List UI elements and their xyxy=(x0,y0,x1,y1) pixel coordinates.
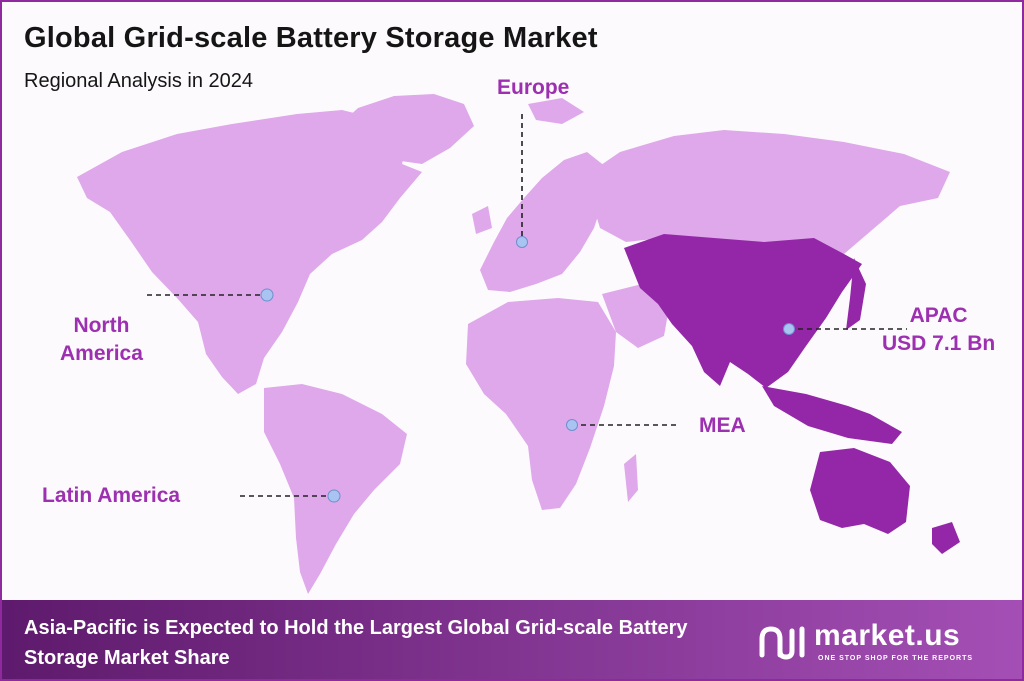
brand-tagline: ONE STOP SHOP FOR THE REPORTS xyxy=(818,655,974,662)
region-latin-america-land xyxy=(264,384,407,594)
marker-apac xyxy=(783,323,795,335)
pointer-lines xyxy=(147,114,907,497)
world-map xyxy=(77,94,960,594)
region-label-apac-line2: USD 7.1 Bn xyxy=(882,332,996,355)
brand-logo-block[interactable]: market.us ONE STOP SHOP FOR THE REPORTS xyxy=(758,619,1008,669)
footer-banner xyxy=(2,600,1022,679)
region-label-latin-america-line1: Latin America xyxy=(42,484,181,507)
marker-mea xyxy=(566,419,578,431)
region-europe-land xyxy=(472,98,606,292)
brand-name: market.us xyxy=(814,619,961,652)
page-subtitle: Regional Analysis in 2024 xyxy=(24,70,254,92)
region-label-europe: Europe xyxy=(497,74,569,102)
region-north-america-land xyxy=(77,94,474,394)
market-us-logo-icon xyxy=(759,626,805,660)
region-label-north-america: North America xyxy=(60,312,143,368)
region-label-north-america-line2: America xyxy=(60,342,143,365)
region-label-apac: APAC USD 7.1 Bn xyxy=(882,302,995,358)
region-mea-land xyxy=(466,284,670,510)
region-label-north-america-line1: North xyxy=(73,314,130,337)
marker-north-america xyxy=(260,288,274,302)
region-label-mea-line1: MEA xyxy=(699,414,746,437)
region-label-apac-line1: APAC xyxy=(909,304,968,327)
marker-europe xyxy=(516,236,528,248)
region-label-latin-america: Latin America xyxy=(42,482,180,510)
region-markers xyxy=(260,236,795,503)
region-label-europe-line1: Europe xyxy=(497,76,570,99)
footer-statement: Asia-Pacific is Expected to Hold the Lar… xyxy=(24,617,688,669)
region-label-mea: MEA xyxy=(699,412,746,440)
region-apac-land xyxy=(624,234,960,554)
page-title: Global Grid-scale Battery Storage Market xyxy=(24,22,598,54)
region-russia-land xyxy=(582,130,950,254)
marker-latin-america xyxy=(327,489,341,503)
